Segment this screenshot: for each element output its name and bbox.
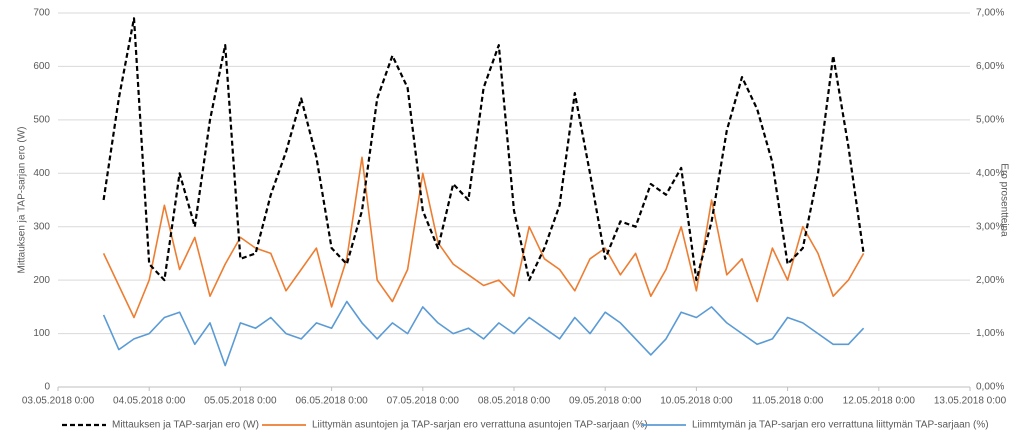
y2-tick-label: 0,00%	[976, 382, 1004, 393]
x-tick-label: 11.05.2018 0:00	[752, 396, 824, 407]
y2-tick-label: 4,00%	[976, 168, 1004, 179]
y2-tick-label: 2,00%	[976, 275, 1004, 286]
x-tick-label: 06.05.2018 0:00	[295, 396, 368, 407]
y-tick-label: 300	[33, 221, 50, 232]
x-tick-label: 12.05.2018 0:00	[843, 396, 916, 407]
y2-tick-label: 7,00%	[976, 8, 1004, 19]
x-tick-label: 13.05.2018 0:00	[934, 396, 1007, 407]
y2-axis-title: Ero prosentteina	[998, 163, 1009, 237]
legend-label: Liittymän asuntojen ja TAP-sarjan ero ve…	[312, 420, 648, 431]
y-tick-label: 200	[33, 275, 50, 286]
y-tick-label: 100	[33, 328, 50, 339]
legend-label: Mittauksen ja TAP-sarjan ero (W)	[112, 420, 259, 431]
y2-tick-label: 5,00%	[976, 114, 1004, 125]
y-tick-label: 400	[33, 168, 50, 179]
y-tick-label: 600	[33, 61, 50, 72]
y-tick-label: 700	[33, 8, 50, 19]
x-tick-label: 07.05.2018 0:00	[387, 396, 460, 407]
x-tick-label: 09.05.2018 0:00	[569, 396, 642, 407]
y2-tick-label: 6,00%	[976, 61, 1004, 72]
series-line	[102, 156, 865, 319]
y-tick-label: 0	[44, 382, 50, 393]
series-line	[102, 300, 865, 367]
legend-label: Liimmtymän ja TAP-sarjan ero verrattuna …	[692, 420, 989, 431]
x-tick-label: 03.05.2018 0:00	[22, 396, 95, 407]
y-tick-label: 500	[33, 114, 50, 125]
x-tick-label: 04.05.2018 0:00	[113, 396, 186, 407]
x-tick-label: 05.05.2018 0:00	[204, 396, 277, 407]
y2-tick-label: 1,00%	[976, 328, 1004, 339]
y-axis-title: Mittauksen ja TAP-sarjan ero (W)	[17, 127, 28, 274]
x-tick-label: 10.05.2018 0:00	[660, 396, 733, 407]
series-line	[102, 17, 865, 282]
x-tick-label: 08.05.2018 0:00	[478, 396, 551, 407]
y2-tick-label: 3,00%	[976, 221, 1004, 232]
